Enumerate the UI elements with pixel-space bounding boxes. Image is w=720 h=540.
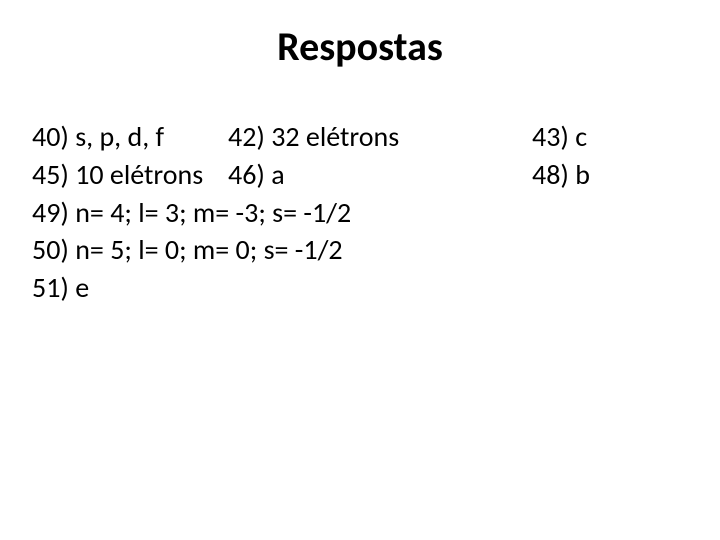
answer-item: 48) b bbox=[532, 156, 692, 194]
answer-item: 45) 10 elétrons bbox=[32, 156, 228, 194]
answer-row-left: 45) 10 elétrons 46) a bbox=[32, 156, 532, 194]
answer-row: 49) n= 4; l= 3; m= -3; s= -1/2 bbox=[32, 194, 692, 232]
page-title: Respostas bbox=[0, 22, 720, 71]
answer-item: 40) s, p, d, f bbox=[32, 118, 228, 156]
answers-block: 40) s, p, d, f 42) 32 elétrons 43) c 45)… bbox=[32, 118, 692, 307]
answer-row: 40) s, p, d, f 42) 32 elétrons 43) c bbox=[32, 118, 692, 156]
answer-row-right-empty bbox=[532, 269, 692, 307]
answer-item: 46) a bbox=[228, 156, 532, 194]
answer-row-right-empty bbox=[532, 194, 692, 232]
answer-item: 43) c bbox=[532, 118, 692, 156]
answer-item: 42) 32 elétrons bbox=[228, 118, 532, 156]
answer-item: 50) n= 5; l= 0; m= 0; s= -1/2 bbox=[32, 231, 532, 269]
answer-row: 51) e bbox=[32, 269, 692, 307]
answer-row: 45) 10 elétrons 46) a 48) b bbox=[32, 156, 692, 194]
answer-item: 51) e bbox=[32, 269, 532, 307]
answer-item: 49) n= 4; l= 3; m= -3; s= -1/2 bbox=[32, 194, 532, 232]
answer-row-right-empty bbox=[532, 231, 692, 269]
answer-row: 50) n= 5; l= 0; m= 0; s= -1/2 bbox=[32, 231, 692, 269]
answer-row-left: 40) s, p, d, f 42) 32 elétrons bbox=[32, 118, 532, 156]
